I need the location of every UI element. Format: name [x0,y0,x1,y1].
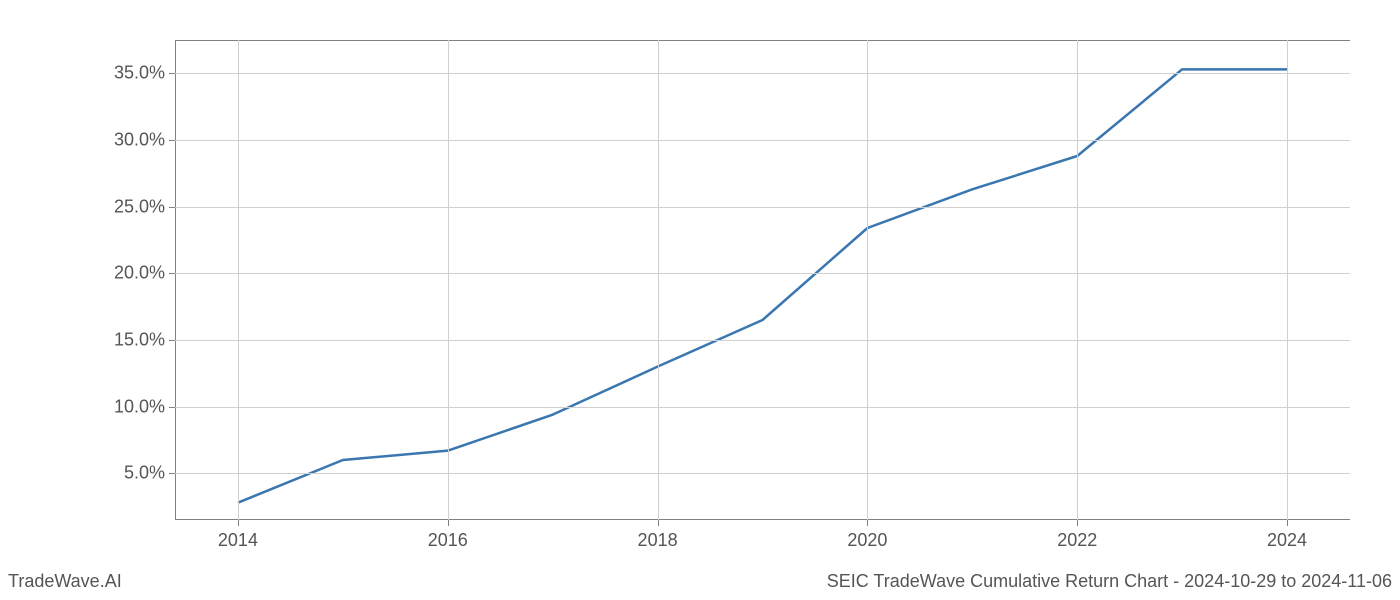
x-tick-label: 2016 [428,530,468,551]
y-tick-mark [169,73,175,74]
x-tick-mark [1287,520,1288,526]
y-tick-mark [169,273,175,274]
y-tick-mark [169,140,175,141]
grid-line-horizontal [175,207,1350,208]
y-tick-label: 15.0% [114,330,165,351]
grid-line-vertical [238,40,239,520]
y-tick-mark [169,340,175,341]
grid-line-horizontal [175,340,1350,341]
y-tick-label: 35.0% [114,63,165,84]
footer-right-label: SEIC TradeWave Cumulative Return Chart -… [827,571,1392,592]
grid-line-horizontal [175,273,1350,274]
y-tick-label: 20.0% [114,263,165,284]
x-tick-label: 2022 [1057,530,1097,551]
grid-line-vertical [1287,40,1288,520]
grid-line-horizontal [175,407,1350,408]
y-tick-label: 30.0% [114,130,165,151]
chart-line-svg [175,40,1350,520]
y-tick-label: 10.0% [114,396,165,417]
y-tick-mark [169,473,175,474]
y-tick-mark [169,407,175,408]
x-tick-mark [1077,520,1078,526]
grid-line-vertical [658,40,659,520]
grid-line-horizontal [175,473,1350,474]
chart-plot-area [175,40,1350,520]
x-tick-mark [238,520,239,526]
x-tick-mark [658,520,659,526]
x-tick-mark [448,520,449,526]
y-tick-label: 25.0% [114,196,165,217]
x-tick-label: 2024 [1267,530,1307,551]
series-line [238,69,1287,502]
grid-line-horizontal [175,73,1350,74]
grid-line-vertical [867,40,868,520]
y-tick-mark [169,207,175,208]
x-tick-label: 2020 [847,530,887,551]
grid-line-horizontal [175,140,1350,141]
x-tick-mark [867,520,868,526]
footer-left-label: TradeWave.AI [8,571,122,592]
x-tick-label: 2018 [638,530,678,551]
grid-line-vertical [1077,40,1078,520]
x-tick-label: 2014 [218,530,258,551]
y-tick-label: 5.0% [124,463,165,484]
grid-line-vertical [448,40,449,520]
